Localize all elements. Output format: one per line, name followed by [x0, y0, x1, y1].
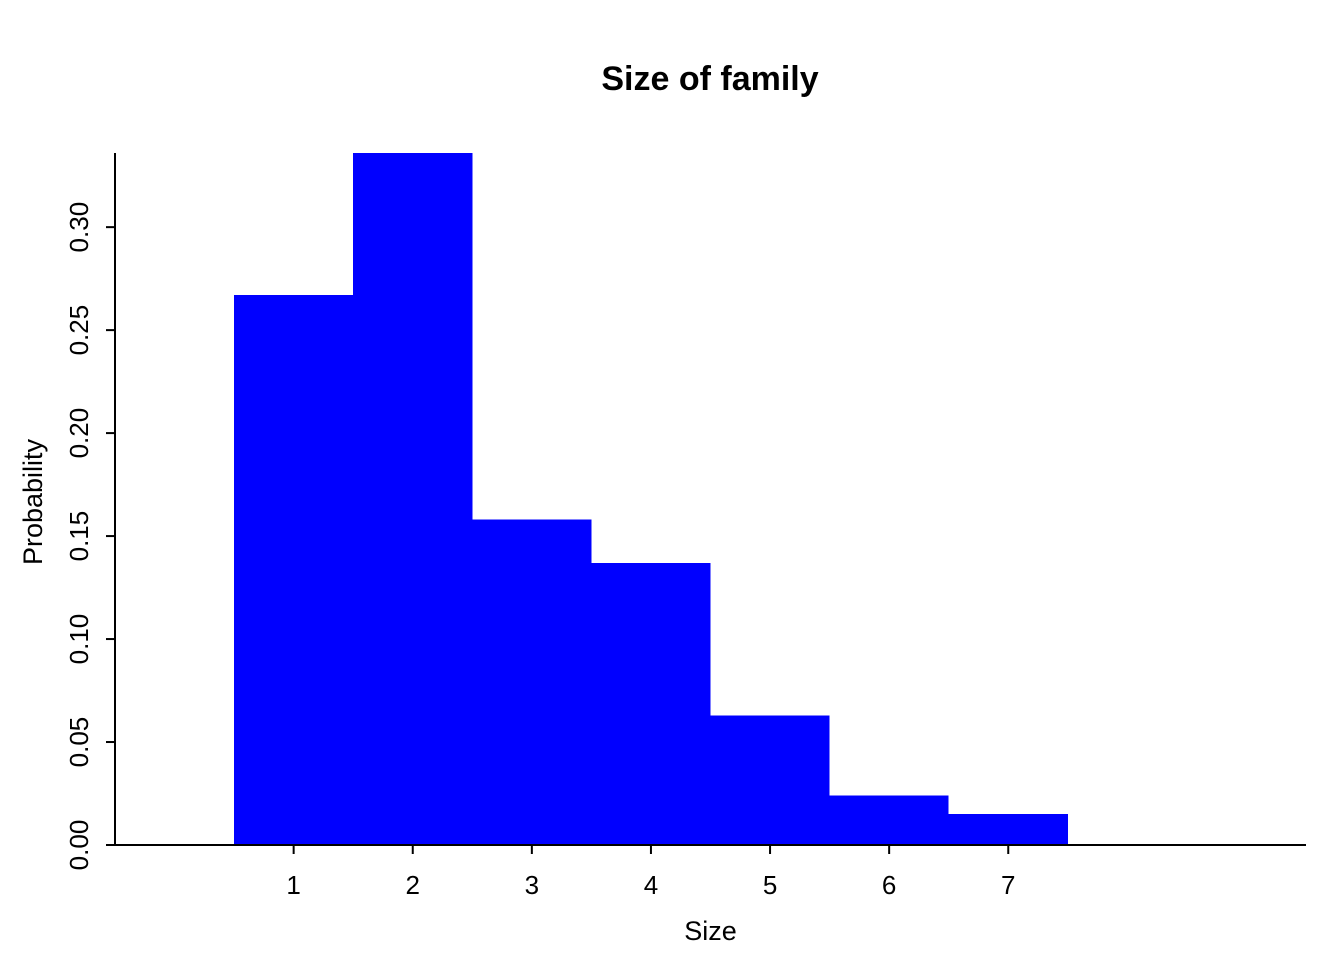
y-tick-label: 0.20	[64, 408, 94, 459]
x-ticks-layer: 1 2 3 4 5 6 7	[286, 845, 1015, 900]
bar-1	[234, 295, 354, 845]
x-tick-label: 3	[525, 870, 539, 900]
bar-5	[710, 715, 830, 845]
x-tick-label: 2	[406, 870, 420, 900]
bar-7	[948, 814, 1068, 845]
y-ticks-layer: 0.00 0.05 0.10 0.15 0.20 0.25 0.30	[64, 202, 115, 870]
x-tick-label: 4	[644, 870, 658, 900]
y-tick-label: 0.30	[64, 202, 94, 253]
x-tick-label: 5	[763, 870, 777, 900]
bar-2	[353, 153, 473, 845]
x-tick-label: 7	[1001, 870, 1015, 900]
bar-6	[829, 795, 949, 845]
x-tick-label: 1	[286, 870, 300, 900]
y-axis-label: Probability	[18, 438, 48, 565]
bar-3	[472, 519, 592, 845]
chart-title: Size of family	[601, 60, 818, 98]
y-tick-label: 0.25	[64, 305, 94, 356]
bar-4	[591, 562, 711, 845]
x-axis-label: Size	[684, 916, 737, 946]
y-tick-label: 0.10	[64, 614, 94, 665]
x-tick-label: 6	[882, 870, 896, 900]
y-tick-label: 0.15	[64, 511, 94, 562]
bars-layer	[234, 153, 1068, 845]
y-tick-label: 0.05	[64, 717, 94, 768]
y-tick-label: 0.00	[64, 820, 94, 871]
